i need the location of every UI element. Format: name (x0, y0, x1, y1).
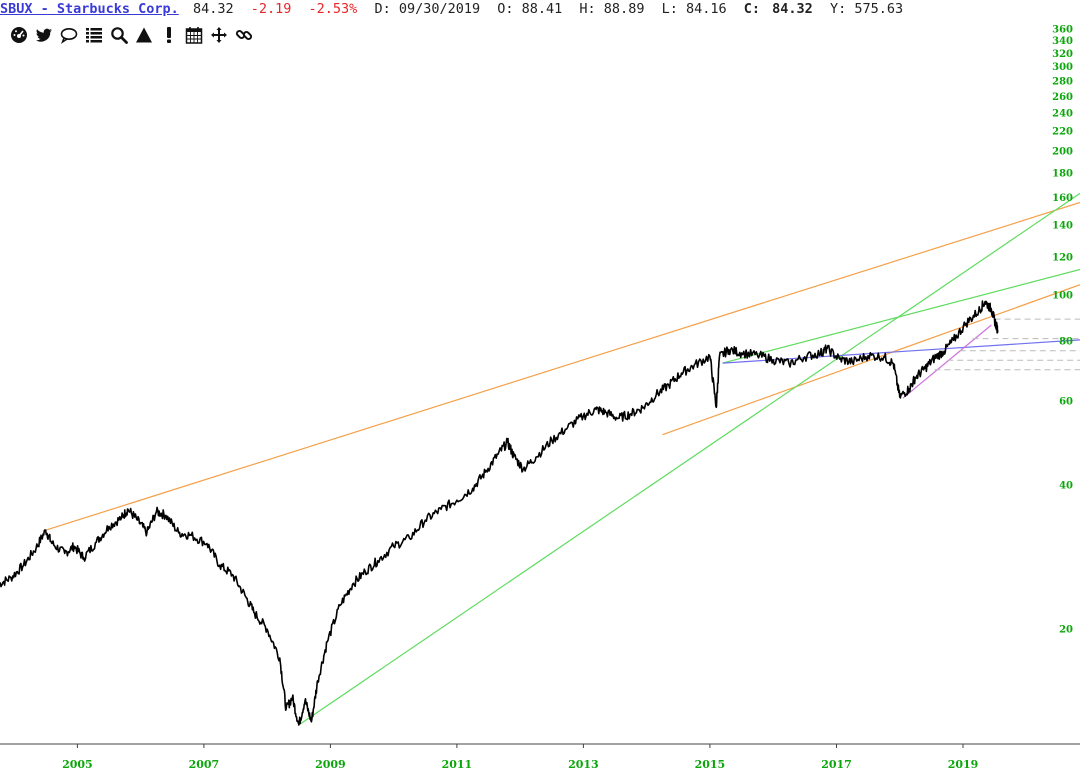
trendline-layer (45, 192, 1080, 726)
last-price: 84.32 (192, 1, 234, 17)
x-tick-label: 2005 (62, 758, 93, 771)
x-tick-label: 2019 (948, 758, 979, 771)
y-tick-label: 340 (1052, 36, 1073, 47)
y-tick-label: 300 (1052, 62, 1073, 73)
exclamation-icon[interactable] (158, 25, 180, 45)
x-tick-label: 2011 (442, 758, 473, 771)
high-price: H: 88.89 (579, 1, 645, 17)
x-tick-label: 2007 (189, 758, 220, 771)
list-icon[interactable] (83, 25, 105, 45)
trendline-orange-0 (45, 201, 1080, 531)
y-tick-label: 200 (1052, 146, 1073, 157)
y-tick-label: 20 (1059, 625, 1073, 636)
chart-toolbar (8, 25, 255, 45)
search-icon[interactable] (108, 25, 130, 45)
y-tick-label: 320 (1052, 49, 1073, 60)
x-tick-label: 2017 (821, 758, 852, 771)
y-tick-label: 220 (1052, 127, 1073, 138)
close-label: C: (743, 1, 761, 17)
comment-icon[interactable] (58, 25, 80, 45)
trendline-green-3 (722, 268, 1080, 364)
quote-date: D: 09/30/2019 (374, 1, 481, 17)
move-icon[interactable] (208, 25, 230, 45)
warning-icon[interactable] (133, 25, 155, 45)
x-tick-label: 2015 (695, 758, 726, 771)
trendline-orange-1 (662, 284, 1080, 436)
calendar-icon[interactable] (183, 25, 205, 45)
y-tick-label: 60 (1059, 396, 1073, 407)
price-series-layer (0, 300, 999, 726)
y-tick-label: 100 (1052, 290, 1073, 301)
x-tick-label: 2013 (568, 758, 599, 771)
x-tick-label: 2009 (315, 758, 346, 771)
y-tick-label: 240 (1052, 109, 1073, 120)
low-price: L: 84.16 (661, 1, 727, 17)
twitter-icon[interactable] (33, 25, 55, 45)
y-tick-label: 80 (1059, 337, 1073, 348)
close-price: 84.32 (772, 1, 813, 17)
y-tick-label: 280 (1052, 77, 1073, 88)
x-axis-ticks: 2005 2007 2009 2011 2013 2015 2017 2019 (62, 744, 978, 771)
link-icon[interactable] (233, 25, 255, 45)
y-tick-label: 360 (1052, 24, 1073, 35)
open-price: O: 88.41 (497, 1, 563, 17)
trendline-violet-5 (902, 324, 992, 399)
y-readout: Y: 575.63 (829, 1, 904, 17)
price-change-percent: -2.53% (308, 1, 358, 17)
dashboard-icon[interactable] (8, 25, 30, 45)
price-line (0, 300, 999, 726)
y-tick-label: 120 (1052, 253, 1073, 264)
y-tick-label: 40 (1059, 481, 1073, 492)
quote-header: SBUX - Starbucks Corp. 84.32 -2.19 -2.53… (0, 0, 1080, 20)
trendline-green-2 (298, 192, 1080, 726)
symbol-link[interactable]: SBUX - Starbucks Corp. (0, 1, 179, 17)
y-tick-label: 260 (1052, 92, 1073, 103)
y-tick-label: 140 (1052, 221, 1073, 232)
price-change: -2.19 (250, 1, 292, 17)
y-tick-label: 180 (1052, 168, 1073, 179)
y-tick-label: 160 (1052, 193, 1073, 204)
